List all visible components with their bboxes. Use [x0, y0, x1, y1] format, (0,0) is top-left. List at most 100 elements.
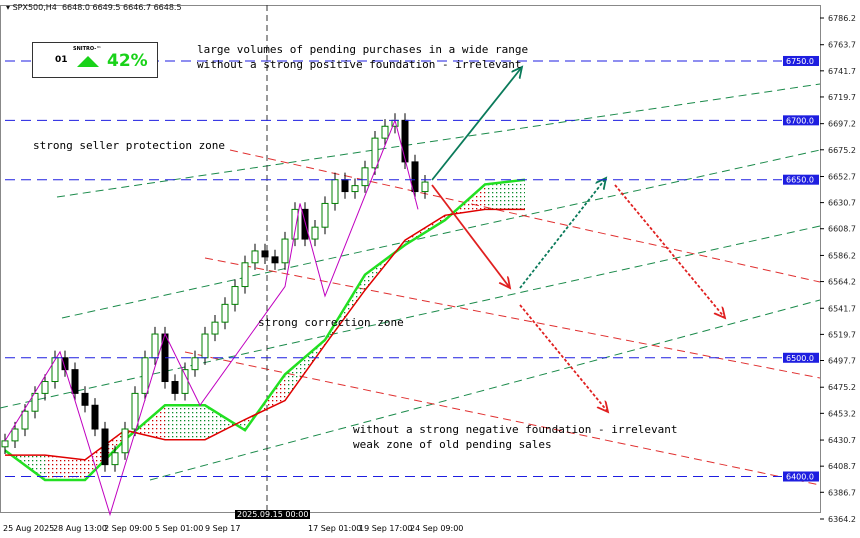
- candle-body: [321, 202, 329, 228]
- y-tick-label: 6608.7: [828, 225, 856, 234]
- cloud-segment: [45, 455, 85, 481]
- candle-body: [201, 333, 209, 359]
- x-tick-label: 2 Sep 09:00: [104, 524, 153, 533]
- annotation-bottom: without a strong negative foundation - i…: [353, 422, 678, 452]
- y-tick-label: 6586.2: [828, 251, 856, 260]
- x-tick-label: 5 Sep 01:00: [155, 524, 204, 533]
- level-price-label: 6750.0: [786, 57, 814, 66]
- x-tick-label: 9 Sep 17: [205, 524, 241, 533]
- candle-body: [291, 208, 299, 240]
- annotation-bottom-line1: without a strong negative foundation - i…: [353, 423, 678, 436]
- candle-body: [121, 428, 129, 454]
- candle-body: [221, 303, 229, 323]
- plot-frame: [0, 5, 821, 513]
- red-dotted-arrow: [614, 184, 725, 318]
- candle-body: [411, 161, 419, 193]
- y-tick-label: 6430.7: [828, 436, 856, 445]
- cloud-segment: [205, 405, 245, 440]
- badge-icon: 01: [55, 55, 68, 65]
- candle-body: [261, 250, 269, 258]
- annotation-top-line1: large volumes of pending purchases in a …: [197, 43, 529, 56]
- candle-body: [181, 369, 189, 394]
- candle-body: [311, 226, 319, 240]
- candle-body: [341, 179, 349, 193]
- candle-body: [301, 208, 309, 240]
- badge-brand: SNITRO-™: [73, 46, 102, 52]
- candle-body: [271, 256, 279, 264]
- candle-body: [131, 392, 139, 430]
- candle-body: [91, 404, 99, 430]
- candle-body: [371, 137, 379, 169]
- annotation-top: large volumes of pending purchases in a …: [197, 42, 528, 72]
- y-tick-label: 6763.7: [828, 41, 856, 50]
- level-price-label: 6650.0: [786, 176, 814, 185]
- level-price-tag: [783, 55, 819, 66]
- green-up-arrow: [431, 67, 522, 181]
- candle-body: [191, 357, 199, 371]
- annotation-bottom-line2: weak zone of old pending sales: [353, 438, 552, 451]
- y-tick-label: 6541.7: [828, 304, 856, 313]
- red-dotted-arrow: [519, 304, 608, 412]
- y-tick-label: 6364.2: [828, 515, 856, 524]
- x-tick-label: 25 Aug 2025: [3, 524, 55, 533]
- y-tick-label: 6453.2: [828, 409, 856, 418]
- candle-body: [101, 428, 109, 466]
- level-price-label: 6500.0: [786, 354, 814, 363]
- green-dotted-arrow: [519, 178, 606, 289]
- annotation-top-line2: without a strong positive foundation - i…: [197, 58, 522, 71]
- y-tick-label: 6519.7: [828, 330, 856, 339]
- candle-body: [231, 286, 239, 305]
- level-price-label: 6400.0: [786, 472, 814, 481]
- symbol: SPX500,H4: [12, 3, 57, 12]
- y-tick-label: 6475.2: [828, 383, 856, 392]
- annotation-seller-zone: strong seller protection zone: [33, 139, 226, 152]
- x-tick-label: 24 Sep 09:00: [410, 524, 464, 533]
- candle-body: [351, 185, 359, 193]
- red-channel-line: [229, 149, 821, 283]
- level-price-tag: [783, 115, 819, 126]
- candle-body: [51, 357, 59, 383]
- cloud-segment: [165, 405, 205, 440]
- candle-body: [281, 238, 289, 264]
- green-channel-line: [0, 225, 821, 409]
- y-tick-label: 6386.7: [828, 488, 856, 497]
- x-tick-label: 19 Sep 17:00: [359, 524, 413, 533]
- candle-body: [141, 357, 149, 394]
- candle-body: [171, 381, 179, 394]
- y-tick-label: 6408.7: [828, 462, 856, 471]
- crosshair-time-label: 2025.09.15 00:00: [235, 510, 311, 519]
- y-tick-label: 6652.7: [828, 172, 856, 181]
- candle-body: [11, 428, 19, 442]
- candle-body: [41, 381, 49, 394]
- chart-header: ▾ SPX500,H4 6648.0 6649.5 6646.7 6648.5: [6, 3, 182, 12]
- x-tick-label: 17 Sep 01:00: [308, 524, 362, 533]
- candle-body: [21, 410, 29, 430]
- candle-body: [71, 369, 79, 394]
- red-channel-line: [184, 351, 821, 486]
- ohlc-readout: 6648.0 6649.5 6646.7 6648.5: [61, 3, 182, 12]
- level-price-label: 6700.0: [786, 116, 814, 125]
- candle-body: [251, 250, 259, 264]
- cloud-segment: [485, 179, 525, 210]
- level-price-tag: [783, 174, 819, 185]
- green-channel-line: [149, 299, 821, 481]
- y-tick-label: 6697.2: [828, 120, 856, 129]
- candle-body: [1, 440, 9, 448]
- badge-percent: 42%: [107, 51, 148, 71]
- candle-body: [241, 262, 249, 288]
- zigzag-line: [4, 118, 419, 517]
- candle-body: [31, 392, 39, 412]
- y-tick-label: 6564.2: [828, 278, 856, 287]
- green-channel-line: [61, 149, 821, 319]
- candle-body: [421, 181, 429, 193]
- candle-body: [151, 333, 159, 359]
- y-tick-label: 6675.2: [828, 146, 856, 155]
- candle-body: [111, 452, 119, 466]
- candle-body: [361, 167, 369, 187]
- y-tick-label: 6741.7: [828, 67, 856, 76]
- cloud-span-a: [4, 178, 526, 482]
- candle-body: [381, 125, 389, 139]
- y-tick-label: 6497.7: [828, 357, 856, 366]
- green-channel-line: [56, 83, 821, 198]
